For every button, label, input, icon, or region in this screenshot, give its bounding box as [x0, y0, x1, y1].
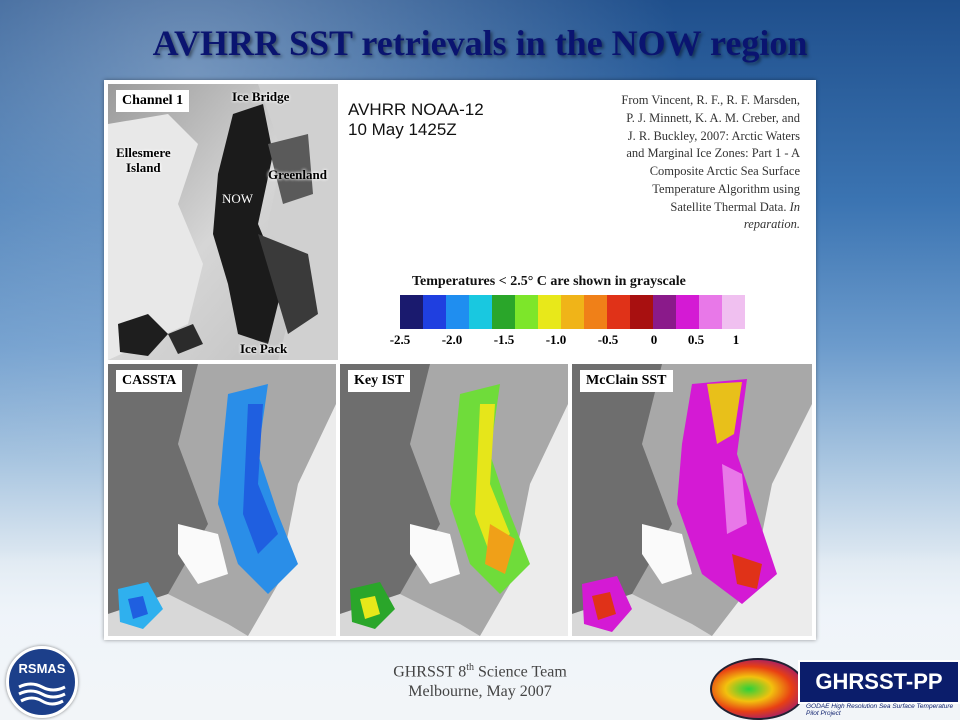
colorbar-tick-label: 0.5: [687, 332, 705, 347]
colorbar-swatch: [515, 295, 538, 329]
ice-bridge-label: Ice Bridge: [232, 89, 290, 104]
footer: GHRSST 8th Science Team Melbourne, May 2…: [340, 662, 620, 702]
keyist-label: Key IST: [348, 370, 411, 392]
colorbar-swatch: [676, 295, 699, 329]
colorbar-swatch: [584, 295, 607, 329]
cassta-panel: CASSTA: [108, 364, 336, 636]
ellesmere-line2: Island: [125, 159, 161, 175]
satellite-info: AVHRR NOAA-12 10 May 1425Z: [348, 100, 484, 141]
citation-line-4: and Marginal Ice Zones: Part 1 - A: [626, 146, 800, 161]
colorbar: [400, 295, 745, 329]
footer-line-1-sup: th: [466, 662, 475, 673]
ellesmere-label: Ellesmere Island: [116, 145, 171, 176]
citation: From Vincent, R. F., R. F. Marsden, P. J…: [544, 92, 800, 234]
ghrsst-logo-subtitle: GODAE High Resolution Sea Surface Temper…: [806, 703, 954, 718]
mcclain-panel: McClain SST: [572, 364, 812, 636]
colorbar-swatch: [561, 295, 584, 329]
now-label: NOW: [222, 191, 254, 206]
rsmas-waves-icon: [18, 682, 66, 706]
channel1-image: [108, 84, 338, 360]
colorbar-tick-label: -0.5: [597, 332, 619, 347]
colorbar-tick-label: -2.0: [441, 332, 463, 347]
colorbar-tick-label: -1.5: [493, 332, 515, 347]
colorbar-tick-label: 1: [732, 332, 740, 347]
citation-line-8: reparation.: [544, 216, 800, 234]
ghrsst-logo: GHRSST-PP GODAE High Resolution Sea Surf…: [710, 656, 960, 720]
cassta-image: [108, 364, 336, 636]
footer-line-1-prefix: GHRSST 8: [393, 663, 467, 681]
citation-line-7-normal: Satellite Thermal Data.: [670, 199, 790, 214]
footer-line-1-suffix: Science Team: [474, 663, 567, 681]
colorbar-swatch: [653, 295, 676, 329]
citation-line-1: From Vincent, R. F., R. F. Marsden,: [621, 93, 800, 107]
citation-line-3: J. R. Buckley, 2007: Arctic Waters: [627, 128, 800, 143]
cassta-label: CASSTA: [116, 370, 183, 392]
colorbar-swatch: [423, 295, 446, 329]
channel1-label: Channel 1: [116, 90, 190, 112]
colorbar-swatch: [630, 295, 653, 329]
citation-line-7-italic: In: [789, 199, 800, 214]
citation-line-7: Satellite Thermal Data. In: [544, 199, 800, 217]
slide-title: AVHRR SST retrievals in the NOW region: [152, 23, 808, 63]
rsmas-logo: RSMAS: [6, 646, 78, 718]
globe-icon: [710, 658, 806, 720]
ice-pack-label: Ice Pack: [240, 341, 288, 356]
colorbar-swatch: [699, 295, 722, 329]
citation-line-5: Composite Arctic Sea Surface: [649, 164, 800, 178]
ellesmere-line1: Ellesmere: [116, 145, 171, 160]
citation-line-2: P. J. Minnett, K. A. M. Creber, and: [626, 110, 800, 125]
rsmas-logo-text: RSMAS: [18, 661, 66, 676]
colorbar-swatch: [400, 295, 423, 329]
citation-line-8-italic: reparation.: [743, 217, 800, 232]
colorbar-swatch: [492, 295, 515, 329]
channel1-panel: Channel 1 Ice Bridge Ellesmere Island Gr…: [108, 84, 338, 360]
footer-line-2: Melbourne, May 2007: [408, 683, 552, 701]
greenland-label: Greenland: [268, 167, 327, 182]
colorbar-swatch: [538, 295, 561, 329]
colorbar-swatch: [446, 295, 469, 329]
mcclain-label: McClain SST: [580, 370, 673, 392]
ghrsst-logo-text: GHRSST-PP: [798, 660, 960, 704]
satellite-time: 10 May 1425Z: [348, 120, 457, 140]
colorbar-title: Temperatures < 2.5° C are shown in grays…: [412, 274, 686, 289]
colorbar-tick-label: 0: [650, 332, 658, 347]
footer-line-1: GHRSST 8th Science Team: [340, 662, 620, 682]
figure: Channel 1 Ice Bridge Ellesmere Island Gr…: [104, 80, 816, 640]
colorbar-swatch: [722, 295, 745, 329]
keyist-image: [340, 364, 568, 636]
mcclain-image: [572, 364, 812, 636]
colorbar-tick-label: -1.0: [545, 332, 567, 347]
colorbar-swatch: [469, 295, 492, 329]
satellite-name: AVHRR NOAA-12: [348, 100, 484, 119]
colorbar-tick-label: -2.5: [389, 332, 411, 347]
citation-line-6: Temperature Algorithm using: [652, 181, 800, 196]
keyist-panel: Key IST: [340, 364, 568, 636]
colorbar-swatch: [607, 295, 630, 329]
